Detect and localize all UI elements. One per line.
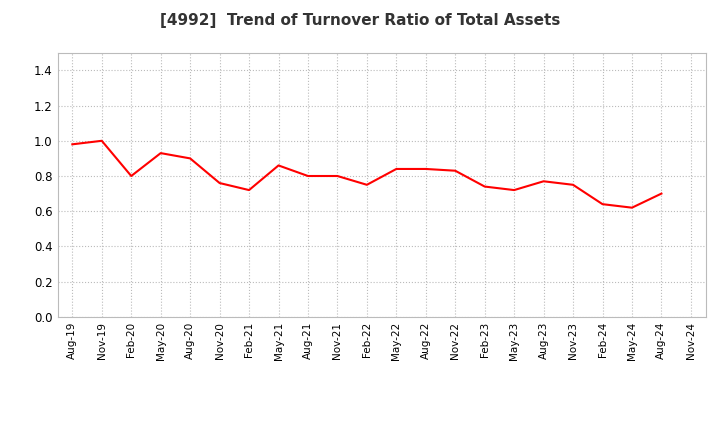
Text: [4992]  Trend of Turnover Ratio of Total Assets: [4992] Trend of Turnover Ratio of Total … — [160, 13, 560, 28]
